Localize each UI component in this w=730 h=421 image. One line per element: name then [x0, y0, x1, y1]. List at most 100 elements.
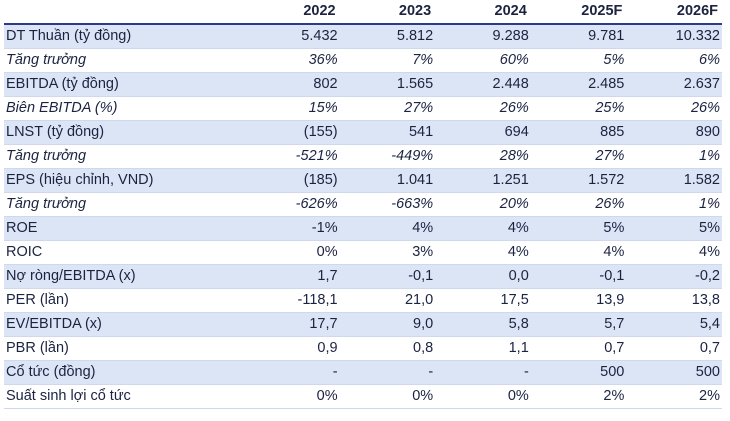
row-value: 5%	[603, 220, 625, 236]
row-value: -	[523, 364, 529, 380]
financial-summary-table: 2022 2023 2024 2025F 2026F DT Thuần (tỷ …	[4, 0, 722, 409]
row-value: 4%	[507, 244, 529, 260]
row-value: 1.251	[492, 172, 529, 188]
row-label: EV/EBITDA (x)	[6, 316, 102, 332]
row-value: -449%	[391, 148, 434, 164]
row-value: 20%	[499, 196, 529, 212]
row-value: 26%	[499, 100, 529, 116]
row-value: 21,0	[404, 292, 434, 308]
row-value: 36%	[308, 52, 338, 68]
row-label: Cổ tức (đồng)	[6, 364, 96, 380]
row-value: 694	[504, 124, 529, 140]
row-value: 0%	[412, 388, 434, 404]
row-label: LNST (tỷ đồng)	[6, 124, 105, 140]
row-value: -521%	[295, 148, 338, 164]
header-year-2023: 2023	[398, 3, 432, 19]
table-body: DT Thuần (tỷ đồng) 5.432 5.812 9.288 9.781 10…	[4, 24, 722, 409]
row-value: 0,7	[699, 340, 720, 356]
row-label: Nợ ròng/EBITDA (x)	[6, 268, 136, 284]
row-value: 26%	[595, 196, 625, 212]
row-value: 5,8	[508, 316, 529, 332]
row-value: -1%	[311, 220, 338, 236]
row-value: 27%	[595, 148, 625, 164]
table-header-row: 2022 2023 2024 2025F 2026F	[4, 0, 722, 24]
row-value: 4%	[603, 244, 625, 260]
row-value: 10.332	[675, 28, 720, 44]
table-row: Nợ ròng/EBITDA (x) 1,7 -0,1 0,0 -0,1 -0,2	[4, 264, 722, 289]
row-value: 27%	[404, 100, 434, 116]
row-value: 885	[600, 124, 625, 140]
row-value: 26%	[690, 100, 720, 116]
row-label: ROE	[6, 220, 38, 236]
row-value: 6%	[699, 52, 720, 68]
header-year-2024: 2024	[494, 3, 527, 19]
row-value: 2.637	[683, 76, 720, 92]
table-row: Cổ tức (đồng) - - - 500 500	[4, 360, 722, 385]
row-value: 5,4	[699, 316, 720, 332]
row-value: 1.572	[588, 172, 625, 188]
row-value: 1.041	[396, 172, 434, 188]
table-row: Tăng trưởng -626% -663% 20% 26% 1%	[4, 193, 722, 217]
row-label: PBR (lần)	[6, 340, 69, 356]
row-value: -663%	[391, 196, 434, 212]
table-row: EBITDA (tỷ đồng) 802 1.565 2.448 2.485 2.637	[4, 72, 722, 97]
row-label: Biên EBITDA (%)	[6, 100, 118, 116]
row-value: 1,7	[317, 268, 338, 284]
row-value: 0%	[316, 388, 338, 404]
row-value: 9.288	[492, 28, 529, 44]
header-year-2025f: 2025F	[581, 3, 623, 19]
table-row: DT Thuần (tỷ đồng) 5.432 5.812 9.288 9.781 10…	[4, 24, 722, 49]
row-value: -626%	[295, 196, 338, 212]
row-label: Suất sinh lợi cổ tức	[6, 388, 131, 404]
row-label: PER (lần)	[6, 292, 69, 308]
row-label: DT Thuần (tỷ đồng)	[6, 28, 132, 44]
row-value: 13,9	[596, 292, 625, 308]
row-value: 17,5	[500, 292, 529, 308]
row-value: 2%	[699, 388, 720, 404]
table-row: EPS (hiệu chỉnh, VND) (185) 1.041 1.251 1.57…	[4, 168, 722, 193]
row-value: 890	[695, 124, 720, 140]
row-value: (155)	[303, 124, 338, 140]
header-year-2026f: 2026F	[676, 3, 718, 19]
row-value: 3%	[412, 244, 434, 260]
row-value: 0%	[316, 244, 338, 260]
row-value: 17,7	[309, 316, 338, 332]
row-value: 500	[600, 364, 625, 380]
table-row: EV/EBITDA (x) 17,7 9,0 5,8 5,7 5,4	[4, 312, 722, 337]
row-value: 0,8	[413, 340, 434, 356]
row-value: 2%	[603, 388, 625, 404]
table-row: LNST (tỷ đồng) (155) 541 694 885 890	[4, 120, 722, 145]
row-value: 60%	[499, 52, 529, 68]
row-value: -0,1	[599, 268, 625, 284]
row-value: 1,1	[508, 340, 529, 356]
row-value: (185)	[303, 172, 338, 188]
table-row: Biên EBITDA (%) 15% 27% 26% 25% 26%	[4, 97, 722, 121]
row-label: EBITDA (tỷ đồng)	[6, 76, 119, 92]
row-value: 4%	[699, 244, 720, 260]
row-value: 0,7	[604, 340, 625, 356]
row-value: 4%	[412, 220, 434, 236]
row-value: 15%	[308, 100, 338, 116]
row-label: Tăng trưởng	[6, 196, 87, 212]
row-value: 5%	[603, 52, 625, 68]
row-value: 0%	[507, 388, 529, 404]
row-value: 2.485	[588, 76, 625, 92]
table-row: PER (lần) -118,1 21,0 17,5 13,9 13,8	[4, 289, 722, 313]
row-value: 1%	[699, 148, 720, 164]
row-value: -118,1	[297, 292, 338, 308]
row-label: EPS (hiệu chỉnh, VND)	[6, 172, 154, 188]
row-value: 5.432	[301, 28, 338, 44]
row-value: 0,9	[317, 340, 338, 356]
row-value: -	[332, 364, 338, 380]
row-value: 1.582	[683, 172, 720, 188]
row-value: 2.448	[492, 76, 529, 92]
header-year-2022: 2022	[303, 3, 336, 19]
table-row: Suất sinh lợi cổ tức 0% 0% 0% 2% 2%	[4, 385, 722, 409]
table-row: Tăng trưởng -521% -449% 28% 27% 1%	[4, 145, 722, 169]
table-row: ROE -1% 4% 4% 5% 5%	[4, 216, 722, 241]
row-label: ROIC	[6, 244, 43, 260]
row-value: 500	[695, 364, 720, 380]
table-row: Tăng trưởng 36% 7% 60% 5% 6%	[4, 49, 722, 73]
row-value: 802	[313, 76, 338, 92]
row-value: 7%	[412, 52, 434, 68]
